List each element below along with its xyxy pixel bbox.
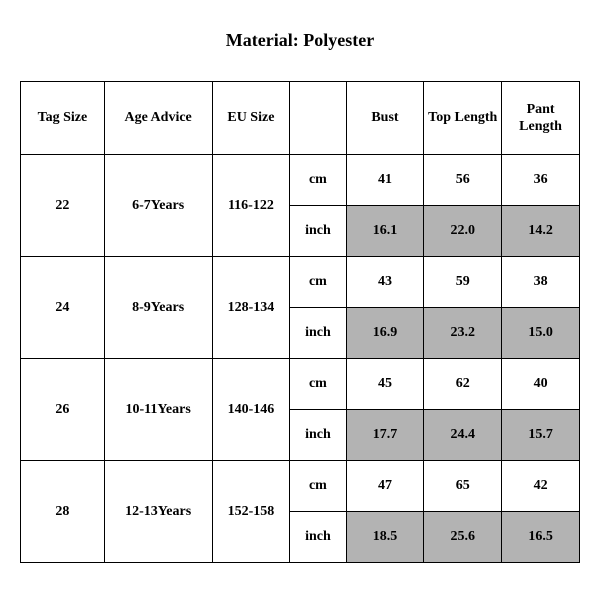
page-title: Material: Polyester xyxy=(20,30,580,51)
cell-unit-cm: cm xyxy=(290,257,346,308)
cell-unit-inch: inch xyxy=(290,410,346,461)
cell-top-inch: 25.6 xyxy=(424,512,502,563)
cell-top-cm: 56 xyxy=(424,155,502,206)
table-row: 28 12-13Years 152-158 cm 47 65 42 xyxy=(21,461,580,512)
table-header-row: Tag Size Age Advice EU Size Bust Top Len… xyxy=(21,82,580,155)
cell-pant-inch: 15.7 xyxy=(502,410,580,461)
cell-unit-cm: cm xyxy=(290,359,346,410)
cell-bust-cm: 43 xyxy=(346,257,424,308)
col-bust: Bust xyxy=(346,82,424,155)
cell-unit-inch: inch xyxy=(290,512,346,563)
cell-unit-inch: inch xyxy=(290,308,346,359)
table-row: 24 8-9Years 128-134 cm 43 59 38 xyxy=(21,257,580,308)
cell-age: 8-9Years xyxy=(104,257,212,359)
cell-age: 6-7Years xyxy=(104,155,212,257)
col-unit-blank xyxy=(290,82,346,155)
cell-top-inch: 22.0 xyxy=(424,206,502,257)
cell-pant-inch: 14.2 xyxy=(502,206,580,257)
cell-pant-cm: 38 xyxy=(502,257,580,308)
cell-bust-inch: 16.9 xyxy=(346,308,424,359)
cell-top-cm: 59 xyxy=(424,257,502,308)
cell-eu: 140-146 xyxy=(212,359,290,461)
cell-bust-inch: 16.1 xyxy=(346,206,424,257)
cell-tag: 22 xyxy=(21,155,105,257)
col-top-length: Top Length xyxy=(424,82,502,155)
cell-bust-inch: 17.7 xyxy=(346,410,424,461)
cell-tag: 28 xyxy=(21,461,105,563)
cell-eu: 152-158 xyxy=(212,461,290,563)
cell-top-inch: 23.2 xyxy=(424,308,502,359)
table-row: 22 6-7Years 116-122 cm 41 56 36 xyxy=(21,155,580,206)
cell-tag: 26 xyxy=(21,359,105,461)
cell-pant-inch: 15.0 xyxy=(502,308,580,359)
cell-pant-inch: 16.5 xyxy=(502,512,580,563)
cell-age: 12-13Years xyxy=(104,461,212,563)
size-table: Tag Size Age Advice EU Size Bust Top Len… xyxy=(20,81,580,563)
col-age-advice: Age Advice xyxy=(104,82,212,155)
cell-top-cm: 65 xyxy=(424,461,502,512)
cell-bust-inch: 18.5 xyxy=(346,512,424,563)
cell-top-inch: 24.4 xyxy=(424,410,502,461)
cell-eu: 116-122 xyxy=(212,155,290,257)
table-row: 26 10-11Years 140-146 cm 45 62 40 xyxy=(21,359,580,410)
cell-unit-cm: cm xyxy=(290,155,346,206)
cell-pant-cm: 42 xyxy=(502,461,580,512)
col-pant-length: Pant Length xyxy=(502,82,580,155)
cell-pant-cm: 36 xyxy=(502,155,580,206)
cell-bust-cm: 45 xyxy=(346,359,424,410)
cell-eu: 128-134 xyxy=(212,257,290,359)
col-tag-size: Tag Size xyxy=(21,82,105,155)
cell-top-cm: 62 xyxy=(424,359,502,410)
col-eu-size: EU Size xyxy=(212,82,290,155)
cell-age: 10-11Years xyxy=(104,359,212,461)
cell-unit-inch: inch xyxy=(290,206,346,257)
page: Material: Polyester Tag Size Age Advice … xyxy=(0,0,600,600)
cell-bust-cm: 41 xyxy=(346,155,424,206)
cell-tag: 24 xyxy=(21,257,105,359)
cell-pant-cm: 40 xyxy=(502,359,580,410)
cell-unit-cm: cm xyxy=(290,461,346,512)
cell-bust-cm: 47 xyxy=(346,461,424,512)
